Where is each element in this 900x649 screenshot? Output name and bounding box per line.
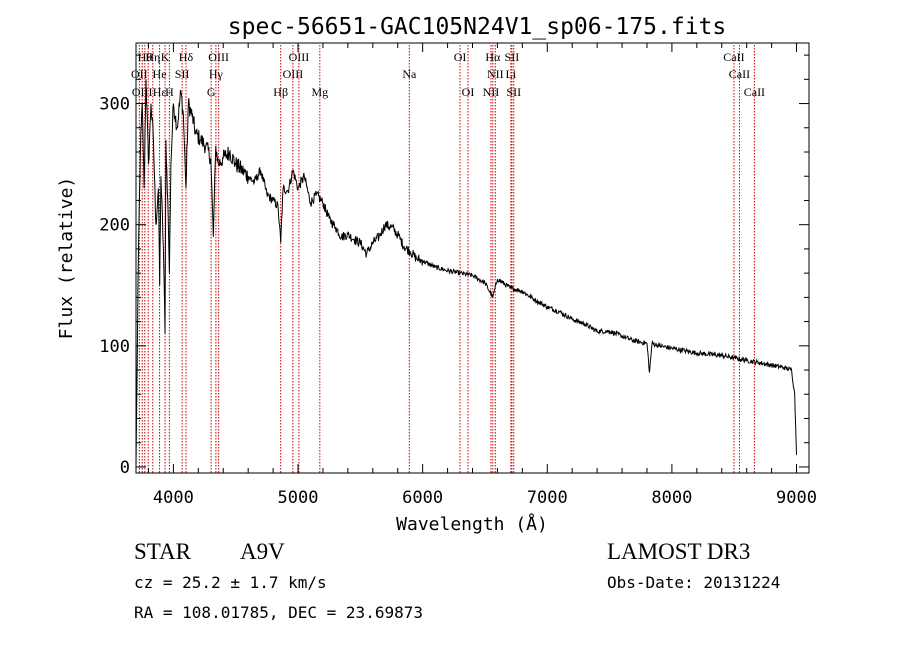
plot-frame xyxy=(135,42,810,474)
line-label: CaII xyxy=(729,67,750,81)
emission-line-markers xyxy=(138,45,755,473)
y-tick-label: 0 xyxy=(120,458,130,478)
y-tick-label: 300 xyxy=(99,95,130,115)
chart-title: spec-56651-GAC105N24V1_sp06-175.fits xyxy=(228,14,727,40)
line-label: CaII xyxy=(744,85,765,99)
line-label: OI xyxy=(462,85,475,99)
line-label: Hγ xyxy=(209,67,224,81)
x-tick-label: 9000 xyxy=(776,488,817,508)
x-axis-label: Wavelength (Å) xyxy=(396,513,548,535)
line-label: K xyxy=(161,50,170,64)
line-label: Hε xyxy=(153,85,167,99)
line-label: OIII xyxy=(289,50,310,64)
survey-name: LAMOST DR3 xyxy=(607,539,751,564)
x-tick-label: 7000 xyxy=(527,488,568,508)
line-label: H xyxy=(165,85,174,99)
x-tick-label: 8000 xyxy=(651,488,692,508)
line-label: NII xyxy=(487,67,504,81)
obs-date: Obs-Date: 20131224 xyxy=(607,573,781,592)
line-label: OIII xyxy=(208,50,229,64)
x-axis: 4000 5000 6000 7000 8000 9000 xyxy=(147,43,817,508)
line-label: OI xyxy=(454,50,467,64)
x-tick-label: 6000 xyxy=(402,488,443,508)
y-tick-label: 200 xyxy=(99,216,130,236)
line-label: NII xyxy=(483,85,500,99)
line-label: CaII xyxy=(723,50,744,64)
spectrum-line xyxy=(135,79,797,467)
line-label: SII xyxy=(175,67,190,81)
line-label: Hθ xyxy=(138,50,153,64)
line-label: OIII xyxy=(283,67,304,81)
subclass: A9V xyxy=(240,539,285,564)
object-class: STAR xyxy=(134,539,191,564)
line-label: G xyxy=(207,85,216,99)
line-label: He xyxy=(153,67,167,81)
y-axis: 0 100 200 300 xyxy=(99,54,809,478)
line-label: SII xyxy=(506,85,521,99)
x-tick-label: 4000 xyxy=(153,488,194,508)
line-label: OIII xyxy=(132,85,153,99)
line-label: Hα xyxy=(485,50,501,64)
y-tick-label: 100 xyxy=(99,337,130,357)
line-label: OII xyxy=(131,67,148,81)
line-label: Hβ xyxy=(273,85,288,99)
line-label: Hδ xyxy=(179,50,194,64)
y-axis-label: Flux (relative) xyxy=(56,177,77,340)
x-tick-label: 5000 xyxy=(278,488,319,508)
line-label: Mg xyxy=(311,85,328,99)
line-label: Li xyxy=(506,67,517,81)
line-label: SII xyxy=(505,50,520,64)
redshift-info: cz = 25.2 ± 1.7 km/s xyxy=(134,573,327,592)
coordinates-info: RA = 108.01785, DEC = 23.69873 xyxy=(134,603,423,622)
line-label: Hη xyxy=(145,50,160,64)
line-label: Na xyxy=(402,67,417,81)
